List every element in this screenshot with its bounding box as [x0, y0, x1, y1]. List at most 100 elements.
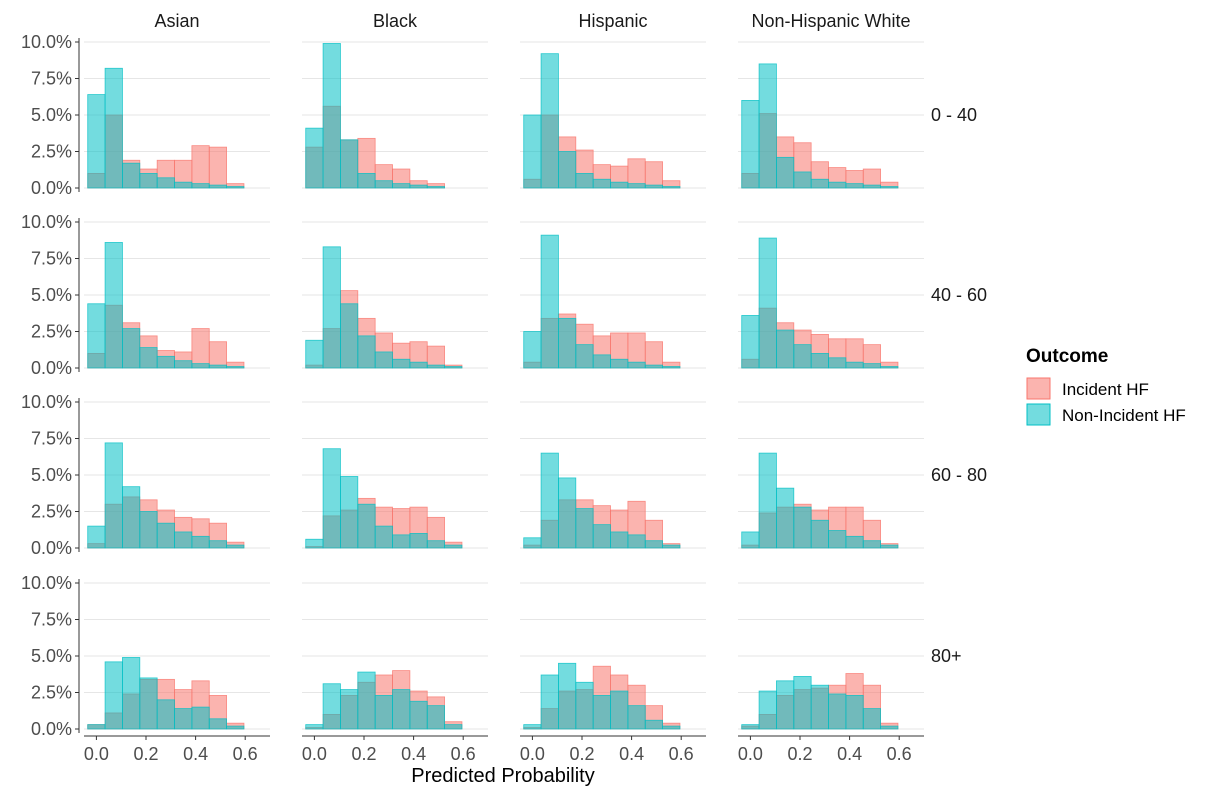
- column-strip-hispanic: Hispanic: [578, 11, 647, 31]
- bar-non-incident-hf: [741, 315, 760, 369]
- bar-non-incident-hf: [592, 178, 611, 189]
- bar-non-incident-hf: [357, 172, 376, 189]
- bar-non-incident-hf: [523, 331, 542, 369]
- bar-incident-hf: [208, 146, 228, 189]
- legend-label-non-incident-hf: Non-Incident HF: [1062, 406, 1186, 425]
- bar-non-incident-hf: [191, 363, 210, 369]
- x-axis-title: Predicted Probability: [411, 765, 594, 787]
- bar-non-incident-hf: [122, 328, 141, 369]
- bar-non-incident-hf: [340, 476, 359, 549]
- y-tick-label: 10.0%: [21, 212, 72, 232]
- x-tick-label: 0.6: [451, 744, 476, 764]
- bar-non-incident-hf: [305, 127, 324, 189]
- bar-non-incident-hf: [558, 477, 577, 549]
- bar-non-incident-hf: [862, 363, 881, 369]
- bar-incident-hf: [191, 328, 210, 369]
- bar-non-incident-hf: [845, 695, 864, 730]
- bar-non-incident-hf: [793, 506, 812, 549]
- bar-non-incident-hf: [828, 357, 847, 369]
- x-tick-label: 0.0: [520, 744, 545, 764]
- bar-non-incident-hf: [174, 531, 193, 549]
- bar-non-incident-hf: [880, 186, 899, 189]
- x-tick-label: 0.4: [619, 744, 644, 764]
- bar-non-incident-hf: [610, 358, 629, 369]
- bar-non-incident-hf: [741, 531, 760, 549]
- row-strip-60-80: 60 - 80: [931, 465, 987, 485]
- bar-non-incident-hf: [558, 662, 577, 730]
- bar-non-incident-hf: [880, 725, 899, 730]
- bar-non-incident-hf: [191, 535, 210, 549]
- bar-non-incident-hf: [662, 544, 681, 549]
- bar-non-incident-hf: [340, 689, 359, 730]
- bar-non-incident-hf: [845, 361, 864, 369]
- bar-non-incident-hf: [793, 676, 812, 730]
- bar-non-incident-hf: [610, 531, 629, 549]
- column-strip-non-hispanic-white: Non-Hispanic White: [751, 11, 910, 31]
- bar-non-incident-hf: [741, 100, 760, 189]
- x-tick-label: 0.6: [669, 744, 694, 764]
- y-tick-label: 2.5%: [31, 322, 72, 342]
- bar-non-incident-hf: [662, 725, 681, 730]
- bar-non-incident-hf: [575, 681, 594, 730]
- bar-non-incident-hf: [392, 534, 411, 549]
- bar-non-incident-hf: [426, 364, 445, 369]
- bar-non-incident-hf: [810, 178, 829, 189]
- bar-non-incident-hf: [392, 689, 411, 730]
- bar-non-incident-hf: [758, 690, 777, 730]
- bar-non-incident-hf: [156, 699, 175, 730]
- bar-non-incident-hf: [862, 184, 881, 189]
- y-tick-label: 10.0%: [21, 573, 72, 593]
- bar-non-incident-hf: [627, 361, 646, 369]
- bar-non-incident-hf: [409, 184, 428, 189]
- bar-non-incident-hf: [862, 540, 881, 549]
- bar-non-incident-hf: [845, 535, 864, 549]
- x-tick-label: 0.6: [233, 744, 258, 764]
- x-tick-label: 0.4: [183, 744, 208, 764]
- x-tick-label: 0.2: [787, 744, 812, 764]
- bar-incident-hf: [191, 145, 210, 189]
- bar-non-incident-hf: [226, 725, 245, 730]
- bar-non-incident-hf: [87, 724, 106, 730]
- bar-non-incident-hf: [208, 184, 228, 189]
- bar-non-incident-hf: [540, 234, 559, 369]
- x-tick-label: 0.2: [569, 744, 594, 764]
- strip-layer: Asian Black Hispanic Non-Hispanic White 0 - …: [154, 11, 987, 666]
- bar-non-incident-hf: [426, 186, 445, 189]
- bar-non-incident-hf: [139, 677, 158, 730]
- bar-non-incident-hf: [156, 355, 175, 369]
- y-tick-label: 5.0%: [31, 105, 72, 125]
- legend-swatch-non-incident-hf: [1026, 403, 1051, 426]
- bar-non-incident-hf: [540, 674, 559, 730]
- bar-non-incident-hf: [208, 540, 228, 549]
- bar-non-incident-hf: [862, 708, 881, 730]
- bar-non-incident-hf: [139, 347, 158, 369]
- bar-non-incident-hf: [575, 172, 594, 189]
- bar-non-incident-hf: [575, 508, 594, 549]
- y-tick-label: 7.5%: [31, 249, 72, 269]
- bar-non-incident-hf: [322, 246, 341, 369]
- bar-non-incident-hf: [87, 94, 106, 189]
- bar-non-incident-hf: [156, 177, 175, 189]
- y-tick-label: 2.5%: [31, 142, 72, 162]
- bar-non-incident-hf: [156, 522, 175, 549]
- y-tick-label: 7.5%: [31, 610, 72, 630]
- bar-non-incident-hf: [357, 335, 376, 369]
- bar-non-incident-hf: [592, 354, 611, 369]
- x-tick-label: 0.2: [351, 744, 376, 764]
- y-tick-label: 0.0%: [31, 538, 72, 558]
- bar-non-incident-hf: [644, 364, 663, 369]
- bar-non-incident-hf: [139, 172, 158, 189]
- bar-non-incident-hf: [122, 162, 141, 189]
- bar-non-incident-hf: [87, 525, 106, 549]
- bar-non-incident-hf: [226, 366, 245, 369]
- bar-non-incident-hf: [810, 352, 829, 369]
- y-tick-label: 2.5%: [31, 683, 72, 703]
- bar-non-incident-hf: [322, 683, 341, 730]
- row-strip-40-60: 40 - 60: [931, 285, 987, 305]
- bar-non-incident-hf: [776, 680, 795, 730]
- bar-non-incident-hf: [880, 366, 899, 369]
- bar-non-incident-hf: [793, 171, 812, 189]
- bar-non-incident-hf: [828, 693, 847, 730]
- bar-non-incident-hf: [322, 43, 341, 189]
- x-tick-label: 0.2: [133, 744, 158, 764]
